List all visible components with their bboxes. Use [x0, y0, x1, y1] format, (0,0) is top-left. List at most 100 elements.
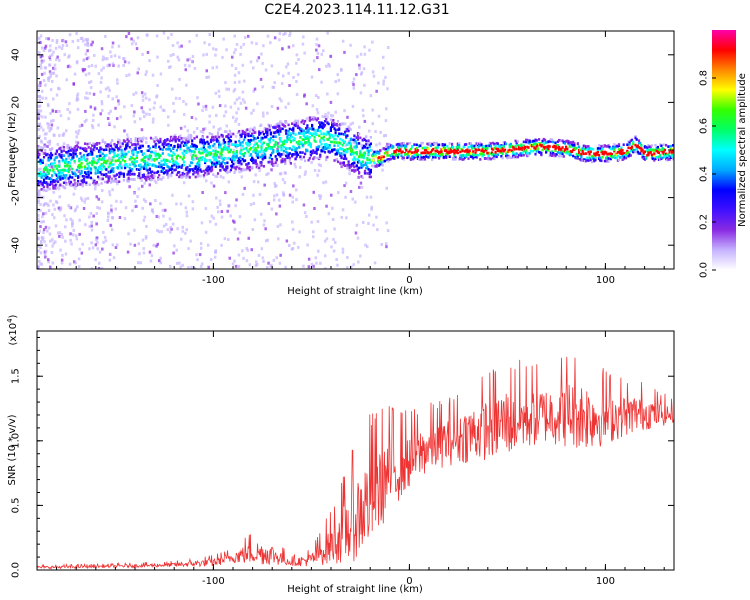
heatmap-cell — [383, 151, 387, 155]
heatmap-cell — [384, 134, 387, 137]
heatmap-cell — [46, 153, 49, 156]
heatmap-cell — [207, 172, 210, 175]
heatmap-cell — [234, 204, 237, 208]
heatmap-cell — [85, 157, 89, 161]
heatmap-cell — [370, 207, 373, 211]
heatmap-cell — [416, 149, 419, 152]
heatmap-cell — [218, 141, 221, 145]
heatmap-cell — [316, 129, 320, 132]
heatmap-cell — [40, 220, 43, 224]
heatmap-cell — [637, 141, 641, 145]
heatmap-cell — [108, 190, 111, 194]
heatmap-cell — [129, 155, 133, 159]
heatmap-cell — [278, 32, 282, 36]
heatmap-cell — [282, 193, 286, 197]
heatmap-cell — [630, 138, 634, 142]
heatmap-cell — [197, 102, 200, 106]
heatmap-cell — [48, 187, 51, 191]
heatmap-cell — [227, 204, 231, 208]
heatmap-cell — [92, 157, 95, 161]
heatmap-cell — [79, 183, 82, 186]
heatmap-cell — [181, 263, 184, 267]
heatmap-cell — [315, 261, 318, 265]
heatmap-cell — [107, 212, 110, 216]
heatmap-cell — [226, 134, 229, 138]
heatmap-cell — [383, 159, 387, 163]
heatmap-cell — [593, 159, 596, 163]
heatmap-cell — [308, 136, 311, 139]
heatmap-cell — [386, 154, 389, 157]
heatmap-cell — [104, 141, 107, 144]
heatmap-cell — [429, 152, 432, 156]
heatmap-cell — [204, 230, 208, 234]
heatmap-cell — [548, 145, 551, 148]
heatmap-cell — [295, 147, 298, 150]
heatmap-cell — [434, 153, 437, 156]
heatmap-cell — [307, 139, 310, 143]
heatmap-cell — [626, 151, 629, 155]
heatmap-cell — [580, 159, 583, 162]
heatmap-cell — [275, 150, 278, 153]
heatmap-cell — [84, 73, 88, 77]
heatmap-cell — [90, 43, 93, 47]
heatmap-cell — [348, 139, 351, 143]
heatmap-cell — [241, 90, 245, 94]
heatmap-cell — [309, 118, 312, 121]
heatmap-cell — [506, 156, 509, 160]
heatmap-cell — [49, 111, 52, 115]
heatmap-cell — [73, 260, 76, 264]
heatmap-cell — [568, 145, 571, 148]
heatmap-cell — [111, 163, 114, 167]
x-tick-label: 100 — [596, 576, 615, 587]
heatmap-cell — [550, 154, 554, 157]
heatmap-cell — [581, 159, 584, 162]
heatmap-cell — [205, 179, 208, 183]
heatmap-cell — [64, 252, 68, 256]
heatmap-cell — [154, 136, 157, 139]
heatmap-cell — [603, 150, 606, 154]
heatmap-cell — [37, 128, 41, 131]
heatmap-cell — [207, 145, 210, 149]
heatmap-cell — [538, 150, 541, 154]
heatmap-cell — [326, 92, 329, 96]
heatmap-cell — [274, 143, 277, 146]
heatmap-cell — [158, 154, 161, 157]
heatmap-cell — [269, 41, 272, 45]
heatmap-cell — [380, 161, 383, 164]
heatmap-cell — [496, 149, 499, 153]
heatmap-cell — [398, 147, 401, 150]
heatmap-cell — [313, 136, 316, 139]
heatmap-cell — [606, 145, 609, 148]
heatmap-cell — [315, 108, 319, 111]
heatmap-cell — [228, 138, 231, 142]
heatmap-cell — [299, 141, 302, 144]
heatmap-cell — [322, 181, 325, 185]
heatmap-cell — [463, 154, 467, 157]
heatmap-cell — [84, 96, 87, 100]
heatmap-cell — [446, 151, 449, 154]
heatmap-cell — [187, 175, 190, 178]
heatmap-cell — [413, 143, 416, 146]
heatmap-cell — [320, 80, 323, 84]
heatmap-cell — [378, 156, 381, 159]
heatmap-cell — [38, 171, 41, 175]
heatmap-cell — [280, 153, 283, 156]
heatmap-cell — [388, 145, 391, 149]
heatmap-cell — [351, 152, 354, 156]
heatmap-cell — [153, 158, 156, 161]
heatmap-cell — [355, 142, 358, 145]
heatmap-cell — [279, 140, 282, 143]
heatmap-cell — [360, 162, 363, 166]
heatmap-cell — [71, 147, 74, 151]
heatmap-cell — [49, 74, 52, 78]
heatmap-cell — [156, 84, 159, 87]
heatmap-cell — [346, 150, 349, 153]
heatmap-cell — [314, 117, 317, 121]
heatmap-cell — [282, 124, 285, 127]
heatmap-cell — [199, 130, 203, 133]
heatmap-cell — [619, 156, 622, 159]
heatmap-cell — [42, 220, 45, 224]
heatmap-cell — [292, 131, 295, 135]
heatmap-cell — [39, 171, 42, 174]
heatmap-cell — [218, 145, 221, 148]
